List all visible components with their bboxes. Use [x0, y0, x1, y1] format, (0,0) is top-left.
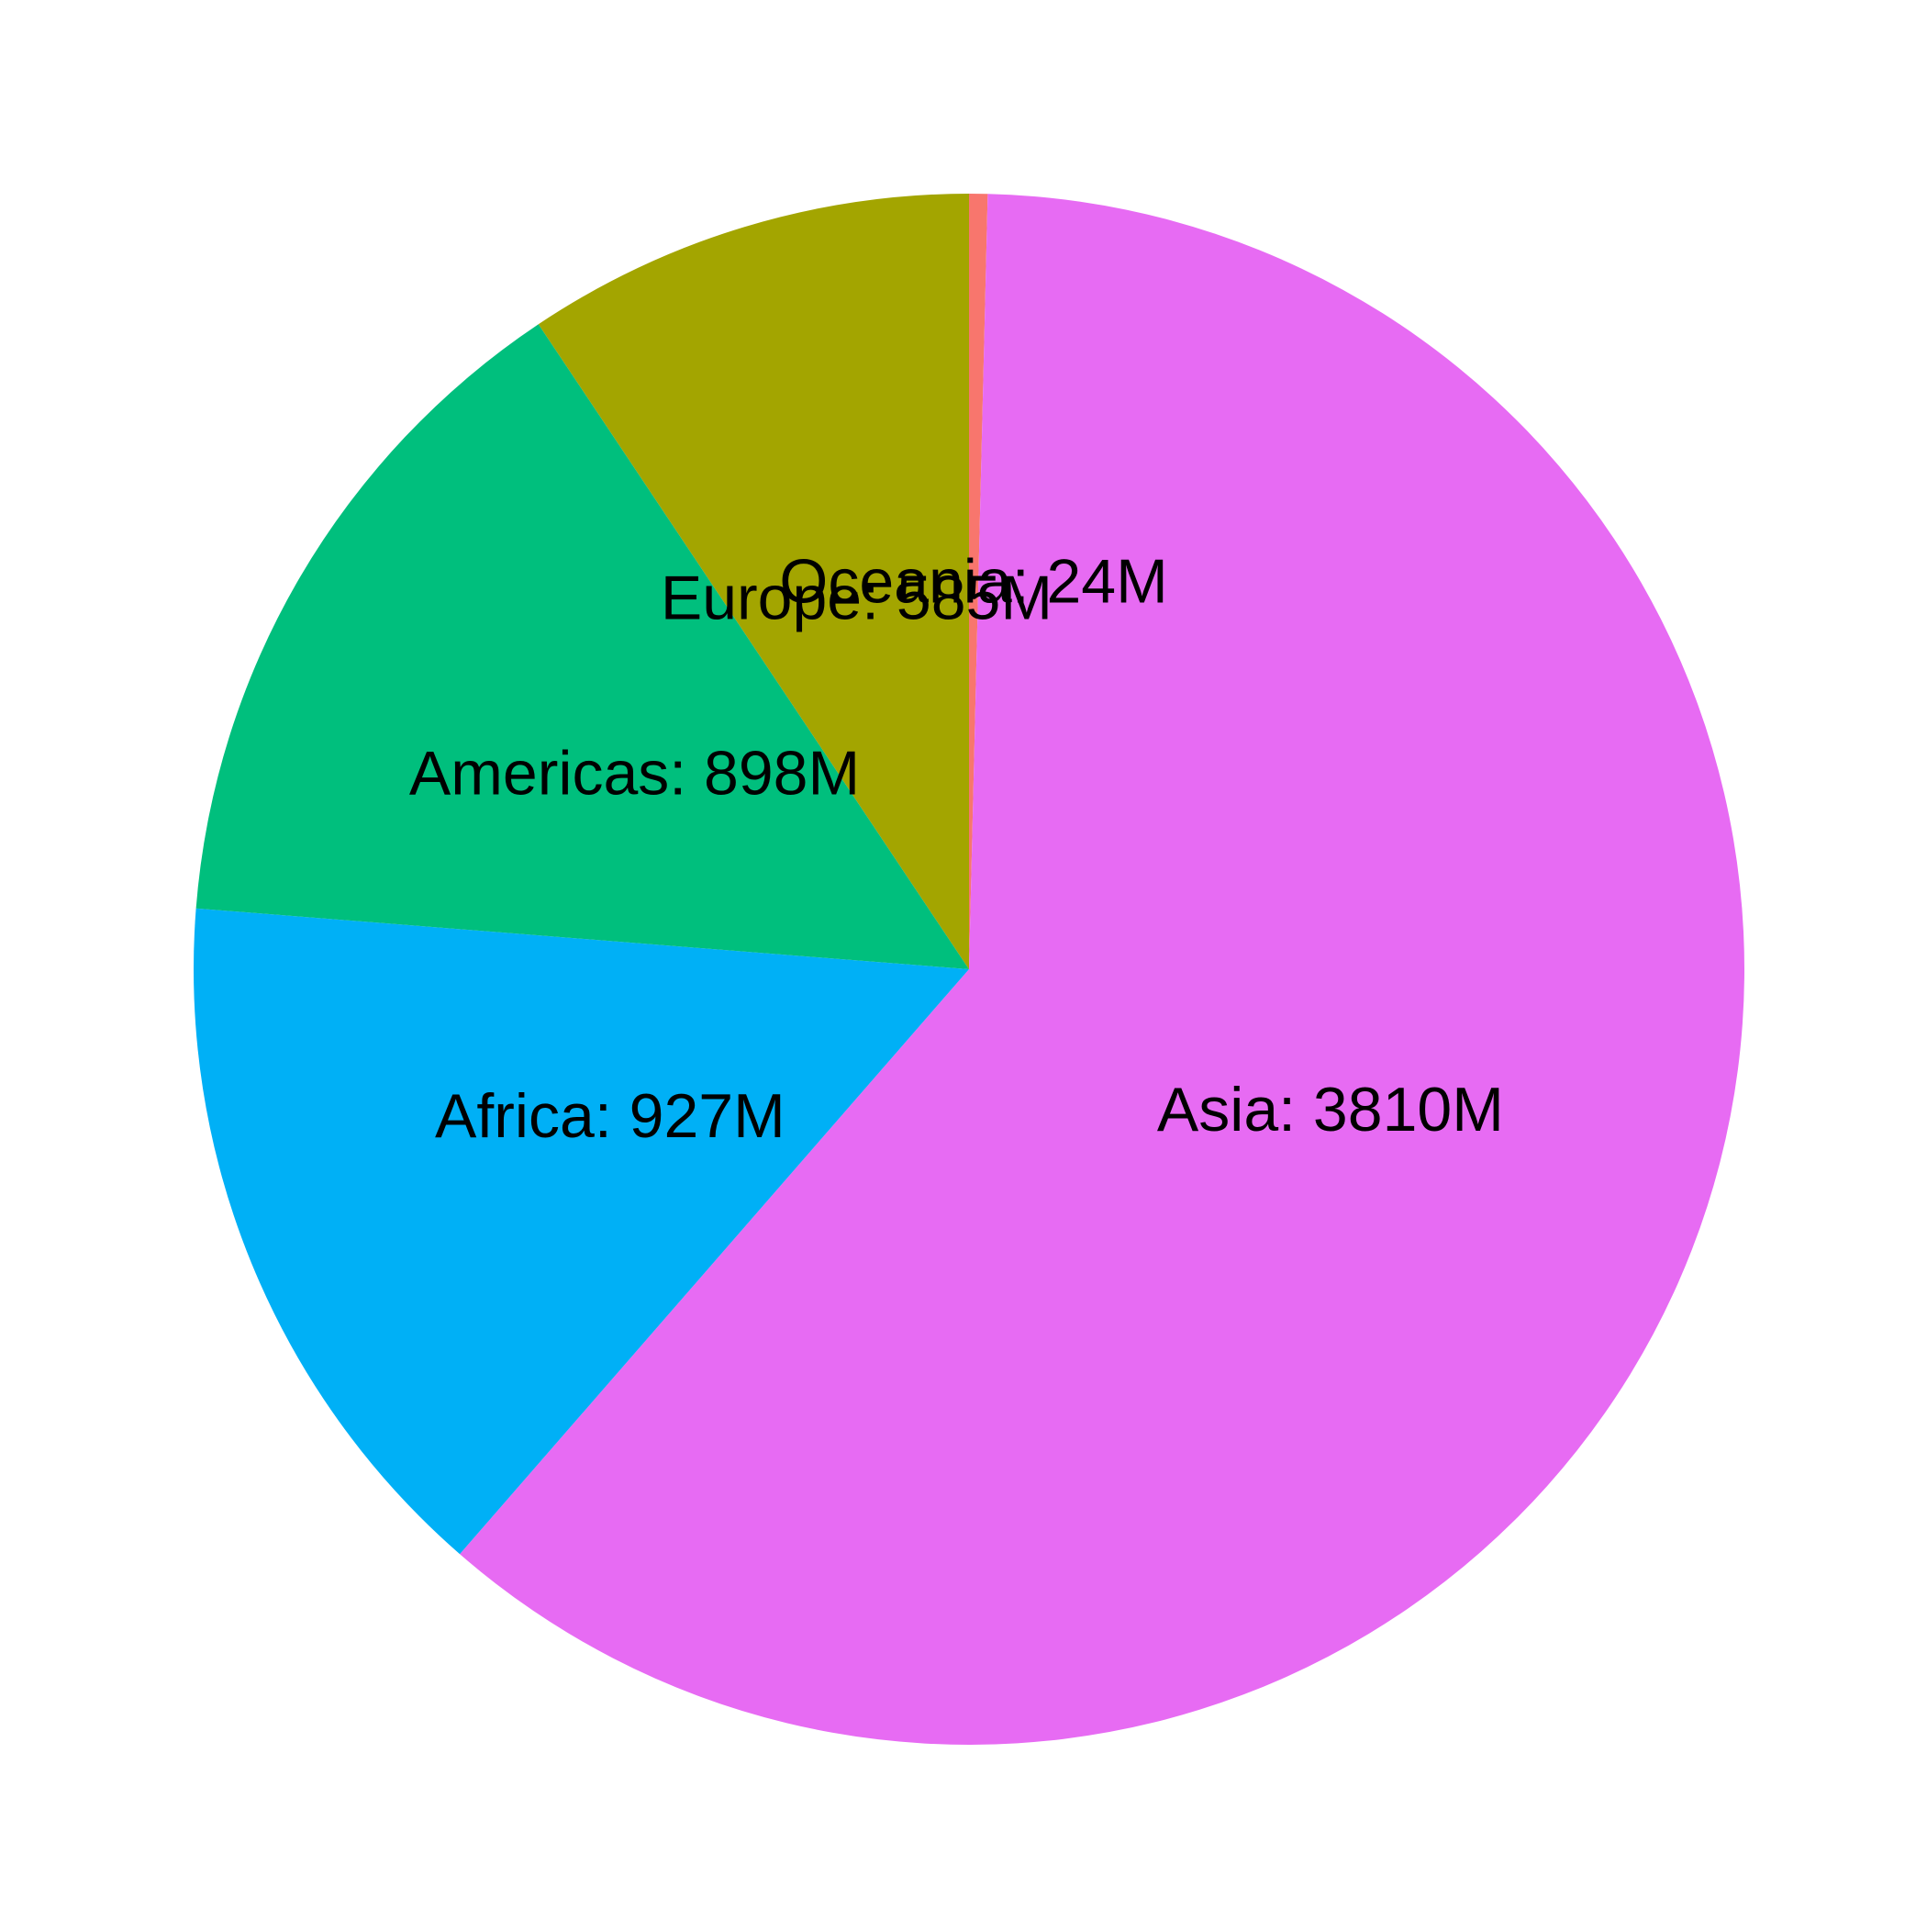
pie-slice-africa [194, 908, 970, 1555]
pie-slice-europe [538, 194, 969, 969]
pie-slice-oceania [969, 194, 988, 969]
pie-label-europe: Europe: 585M [661, 564, 1053, 633]
pie-label-asia: Asia: 3810M [1157, 1075, 1504, 1145]
pie-labels: Oceania: 24M Asia: 3810M Africa: 927M Ameri… [409, 547, 1504, 1151]
pie-label-americas: Americas: 898M [409, 738, 860, 808]
pie-slices [194, 194, 1745, 1745]
pie-slice-asia [460, 194, 1745, 1745]
pie-label-africa: Africa: 927M [435, 1081, 785, 1151]
pie-label-oceania: Oceania: 24M [779, 547, 1167, 617]
pie-slice-americas [195, 324, 970, 969]
